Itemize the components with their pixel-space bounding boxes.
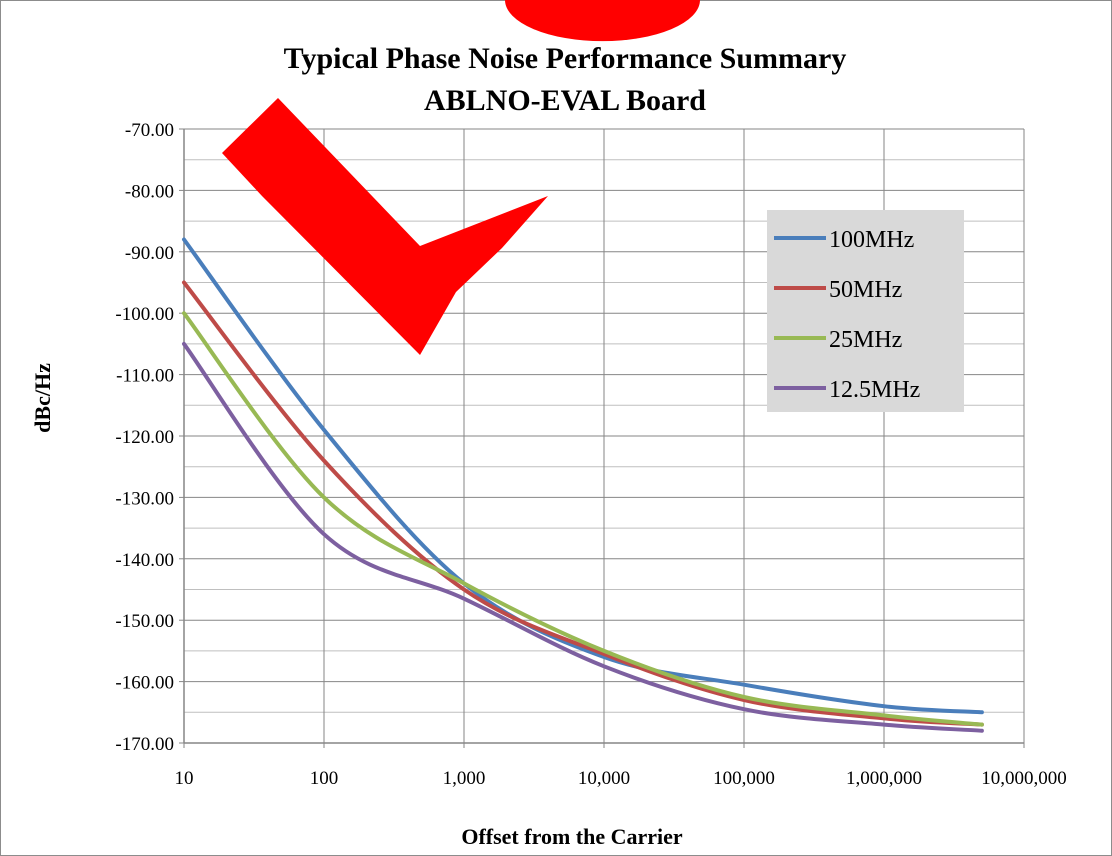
series-line-25mhz — [182, 311, 984, 727]
x-axis-title: Offset from the Carrier — [461, 824, 683, 849]
x-tick-label: 10,000 — [578, 768, 630, 789]
y-tick-label: -70.00 — [125, 120, 174, 141]
legend-label: 50MHz — [829, 277, 902, 303]
y-tick-label: -150.00 — [115, 611, 174, 632]
legend: 100MHz 50MHz 25MHz 12.5MHz — [767, 210, 964, 412]
y-tick-label: -130.00 — [115, 488, 174, 509]
y-axis-title: dBc/Hz — [30, 363, 55, 433]
x-tick-label: 1,000 — [443, 768, 486, 789]
y-tick-label: -90.00 — [125, 243, 174, 264]
watermark-letter-o — [505, 0, 700, 42]
y-tick-label: -140.00 — [115, 550, 174, 571]
y-tick-label: -80.00 — [125, 181, 174, 202]
watermark-letter-e — [222, 98, 548, 355]
eo-watermark-logo — [222, 0, 700, 355]
legend-background — [767, 210, 964, 412]
chart-subtitle: ABLNO-EVAL Board — [424, 84, 706, 117]
y-tick-label: -110.00 — [116, 366, 174, 387]
x-tick-label: 1,000,000 — [846, 768, 922, 789]
x-tick-label: 100 — [310, 768, 339, 789]
y-tick-label: -120.00 — [115, 427, 174, 448]
x-tick-label: 10,000,000 — [981, 768, 1067, 789]
series-line-100mhz — [182, 237, 984, 715]
x-tick-label: 100,000 — [713, 768, 775, 789]
y-tick-label: -170.00 — [115, 734, 174, 755]
x-tick-label: 10 — [175, 768, 194, 789]
chart-title: Typical Phase Noise Performance Summary — [284, 42, 847, 75]
legend-label: 12.5MHz — [829, 377, 920, 403]
legend-label: 25MHz — [829, 327, 902, 353]
y-tick-labels: -70.00 -80.00 -90.00 -100.00 -110.00 -120.00 -… — [115, 120, 174, 755]
x-tick-labels: 10 100 1,000 10,000 100,000 1,000,000 10,000,0… — [175, 768, 1067, 789]
series-layer — [182, 237, 984, 733]
y-tick-label: -100.00 — [115, 304, 174, 325]
y-tick-label: -160.00 — [115, 673, 174, 694]
series-line-50mhz — [182, 280, 984, 727]
series-line-12-5mhz — [182, 341, 984, 733]
legend-label: 100MHz — [829, 227, 914, 253]
